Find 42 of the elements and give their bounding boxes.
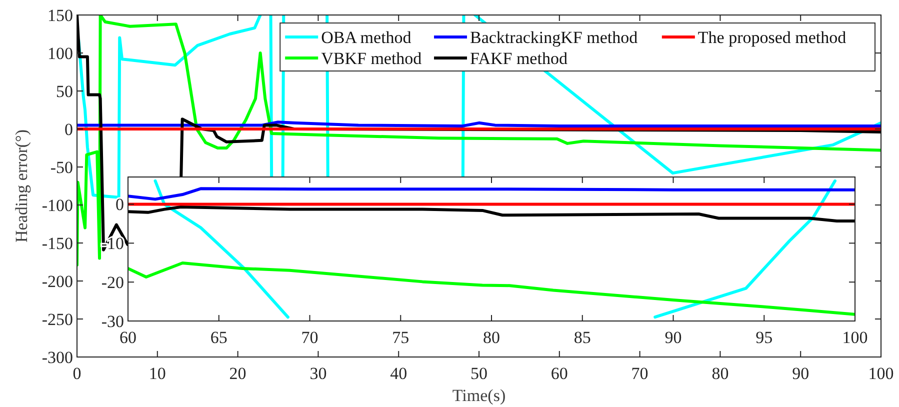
- x-axis-title: Time(s): [452, 386, 506, 405]
- y-tick-label: -50: [50, 158, 73, 177]
- x-tick-label: 90: [792, 364, 810, 383]
- x-tick-label: 65: [210, 328, 228, 347]
- y-tick-label: 150: [48, 6, 73, 25]
- y-tick-label: -100: [42, 196, 73, 215]
- y-tick-label: 50: [56, 82, 73, 101]
- x-tick-label: 60: [120, 328, 136, 347]
- x-tick-label: 75: [392, 328, 410, 347]
- legend-label: OBA method: [321, 28, 412, 47]
- y-tick-label: -20: [101, 273, 124, 292]
- y-tick-label: -200: [42, 272, 73, 291]
- legend-label: FAKF method: [470, 49, 568, 68]
- y-tick-label: -30: [101, 312, 124, 331]
- legend-label: The proposed method: [698, 28, 847, 47]
- x-tick-label: 80: [712, 364, 729, 383]
- legend-label: VBKF method: [321, 49, 422, 68]
- x-tick-label: 30: [310, 364, 327, 383]
- x-tick-label: 20: [229, 364, 246, 383]
- y-tick-label: 100: [48, 44, 73, 63]
- line-series: [128, 262, 855, 316]
- y-axis-title: Heading error(°): [12, 130, 31, 242]
- y-tick-label: -300: [42, 348, 73, 367]
- x-tick-label: 10: [148, 364, 166, 383]
- y-tick-label: 0: [116, 195, 124, 214]
- x-tick-label: 50: [470, 364, 488, 383]
- x-tick-label: 100: [842, 328, 868, 347]
- y-tick-label: -250: [42, 310, 73, 329]
- x-tick-label: 100: [868, 364, 894, 383]
- x-tick-label: 80: [483, 328, 500, 347]
- y-tick-label: 0: [64, 120, 73, 139]
- y-tick-label: -150: [42, 234, 73, 253]
- x-tick-label: 70: [301, 328, 318, 347]
- x-tick-label: 60: [550, 364, 568, 383]
- legend-label: BacktrackingKF method: [470, 28, 638, 47]
- line-series: [128, 187, 855, 201]
- x-tick-label: 40: [390, 364, 408, 383]
- x-tick-label: 70: [631, 364, 648, 383]
- line-series: [128, 205, 855, 222]
- x-tick-label: 85: [574, 328, 591, 347]
- x-tick-label: 95: [756, 328, 773, 347]
- x-tick-label: 90: [664, 328, 682, 347]
